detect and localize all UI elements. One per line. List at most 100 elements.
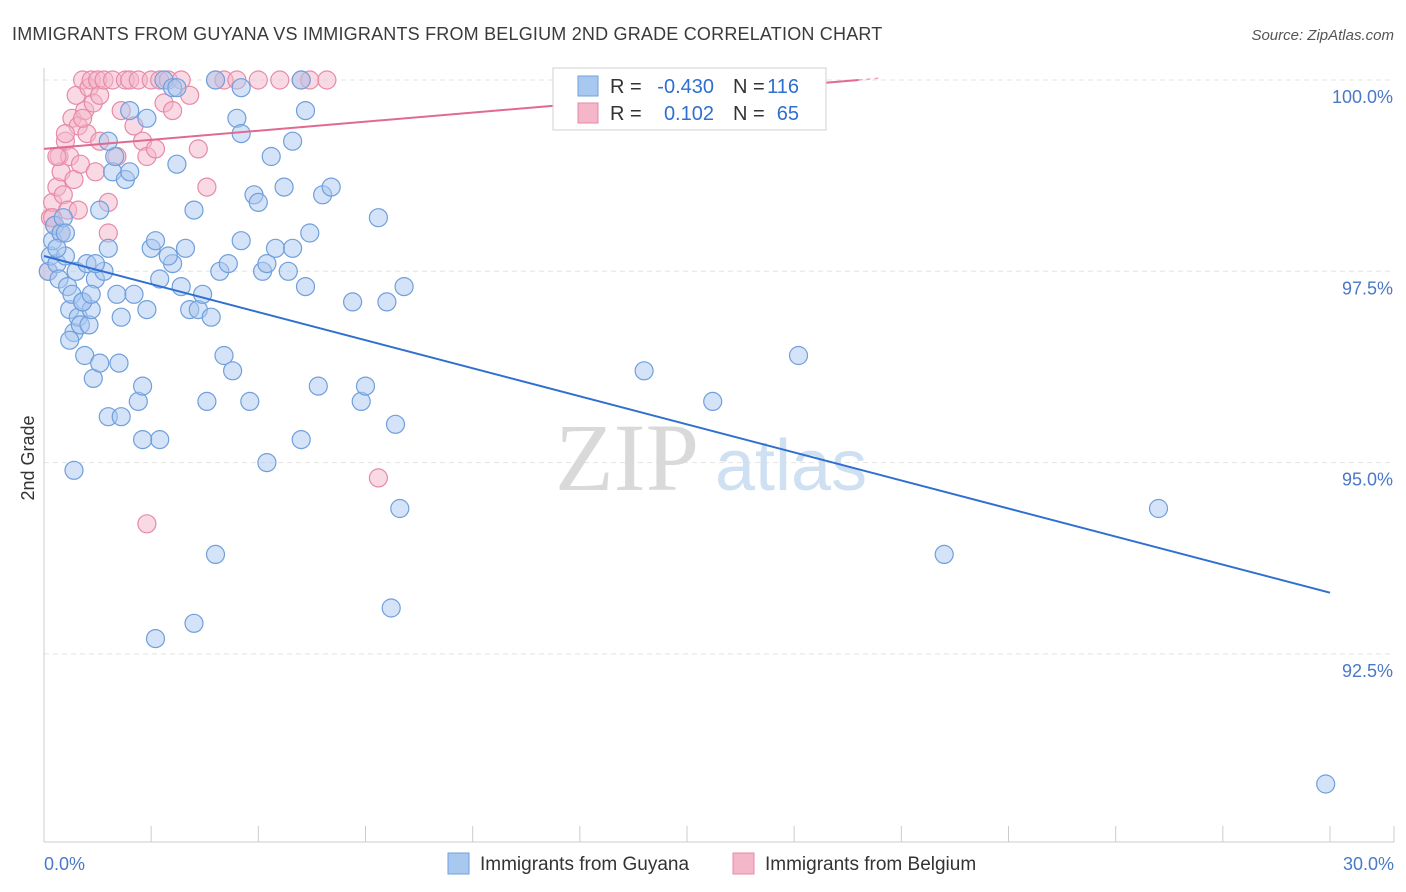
point-guyana-72 xyxy=(283,238,303,258)
point-guyana-83 xyxy=(377,292,397,312)
point-guyana-59 xyxy=(218,254,238,274)
point-guyana-41 xyxy=(150,430,170,450)
point-guyana-42 xyxy=(133,430,153,450)
legend-r-label-belgium: R = xyxy=(610,103,642,125)
bottom-legend-label-belgium: Immigrants from Belgium xyxy=(765,854,976,875)
point-guyana-39 xyxy=(150,269,170,289)
point-guyana-93 xyxy=(120,162,140,182)
bottom-legend-label-guyana: Immigrants from Guyana xyxy=(480,854,689,875)
bottom-legend-swatch-belgium xyxy=(732,852,755,875)
chart-source: Source: ZipAtlas.com xyxy=(1251,27,1394,44)
point-guyana-86 xyxy=(205,544,226,565)
point-guyana-69 xyxy=(265,238,286,258)
point-guyana-54 xyxy=(197,391,217,411)
point-guyana-75 xyxy=(300,223,320,243)
x-tick-label-min: 0.0% xyxy=(44,854,85,874)
point-guyana-36 xyxy=(137,300,157,320)
point-guyana-74 xyxy=(295,100,316,121)
point-guyana-92 xyxy=(98,131,118,151)
point-guyana-70 xyxy=(274,177,294,197)
trend-line-guyana xyxy=(43,255,1331,594)
x-tick-label-max: 30.0% xyxy=(1343,854,1394,874)
point-guyana-65 xyxy=(248,192,268,212)
y-tick-label-0: 100.0% xyxy=(1332,87,1393,107)
bottom-legend-swatch-guyana xyxy=(447,852,470,875)
point-belgium-55 xyxy=(368,468,388,488)
y-tick-label-1: 97.5% xyxy=(1342,278,1393,298)
point-guyana-38 xyxy=(145,231,166,251)
point-guyana-32 xyxy=(120,100,140,121)
point-guyana-111 xyxy=(283,131,303,151)
point-belgium-44 xyxy=(188,139,208,159)
point-guyana-84 xyxy=(385,414,406,434)
point-guyana-90 xyxy=(390,498,410,519)
point-guyana-76 xyxy=(308,376,328,396)
point-guyana-106 xyxy=(1148,498,1169,519)
stats-legend: R = -0.430 N = 116 R = 0.102 N = 65 xyxy=(552,67,827,131)
point-guyana-23 xyxy=(90,200,110,220)
point-guyana-49 xyxy=(175,238,196,258)
legend-n-label-guyana: N = xyxy=(733,76,765,98)
point-guyana-33 xyxy=(124,284,144,304)
legend-n-label-belgium: N = xyxy=(733,103,765,125)
watermark: ZIP atlas xyxy=(555,404,867,511)
point-guyana-28 xyxy=(107,284,127,304)
point-guyana-115 xyxy=(90,353,110,373)
point-guyana-110 xyxy=(295,277,316,297)
point-guyana-79 xyxy=(343,292,363,312)
series-guyana-points xyxy=(38,70,1336,794)
point-guyana-55 xyxy=(201,307,221,327)
chart-title: IMMIGRANTS FROM GUYANA VS IMMIGRANTS FRO… xyxy=(12,24,882,44)
point-guyana-45 xyxy=(145,628,166,649)
point-guyana-53 xyxy=(193,284,213,304)
point-guyana-112 xyxy=(137,108,157,128)
point-guyana-107 xyxy=(1316,774,1336,794)
point-guyana-98 xyxy=(64,460,84,480)
point-guyana-113 xyxy=(47,238,67,258)
point-guyana-97 xyxy=(60,330,80,350)
point-guyana-81 xyxy=(355,376,376,396)
x-axis-ticks xyxy=(43,826,1395,842)
y-tick-labels: 100.0% 97.5% 95.0% 92.5% xyxy=(1332,87,1393,681)
point-belgium-41 xyxy=(163,100,183,121)
point-guyana-82 xyxy=(368,208,388,228)
gridlines xyxy=(44,79,1394,655)
point-guyana-63 xyxy=(240,391,260,411)
point-guyana-71 xyxy=(278,261,298,281)
point-guyana-105 xyxy=(934,544,954,565)
y-tick-label-2: 95.0% xyxy=(1342,470,1393,490)
point-belgium-60 xyxy=(55,124,76,144)
point-guyana-25 xyxy=(98,238,118,258)
point-guyana-58 xyxy=(214,345,234,366)
point-guyana-29 xyxy=(109,353,129,373)
legend-n-value-guyana: 116 xyxy=(767,76,799,98)
point-belgium-52 xyxy=(68,200,88,220)
bottom-legend: Immigrants from Guyana Immigrants from B… xyxy=(447,852,976,875)
point-belgium-37 xyxy=(145,139,166,159)
point-guyana-44 xyxy=(111,407,131,427)
point-guyana-108 xyxy=(167,78,187,98)
legend-n-value-belgium: 65 xyxy=(777,103,799,125)
point-guyana-88 xyxy=(257,453,277,473)
point-guyana-47 xyxy=(167,154,187,174)
legend-swatch-belgium xyxy=(577,102,599,124)
point-guyana-100 xyxy=(81,284,101,304)
point-guyana-60 xyxy=(223,361,243,381)
point-belgium-59 xyxy=(47,146,67,167)
legend-r-label-guyana: R = xyxy=(610,76,642,98)
point-guyana-30 xyxy=(111,307,131,327)
point-guyana-62 xyxy=(231,231,251,251)
point-guyana-89 xyxy=(291,430,311,450)
y-tick-label-3: 92.5% xyxy=(1342,661,1393,681)
point-guyana-101 xyxy=(158,246,178,266)
trend-line-belgium-extension xyxy=(858,77,880,81)
point-guyana-85 xyxy=(394,277,414,297)
point-guyana-102 xyxy=(634,361,654,381)
watermark-zip: ZIP xyxy=(555,404,699,511)
point-guyana-56 xyxy=(205,70,226,90)
point-guyana-87 xyxy=(184,613,204,633)
point-guyana-91 xyxy=(381,598,401,618)
legend-r-value-belgium: 0.102 xyxy=(664,103,714,125)
point-guyana-114 xyxy=(55,223,76,243)
point-belgium-54 xyxy=(137,514,157,534)
